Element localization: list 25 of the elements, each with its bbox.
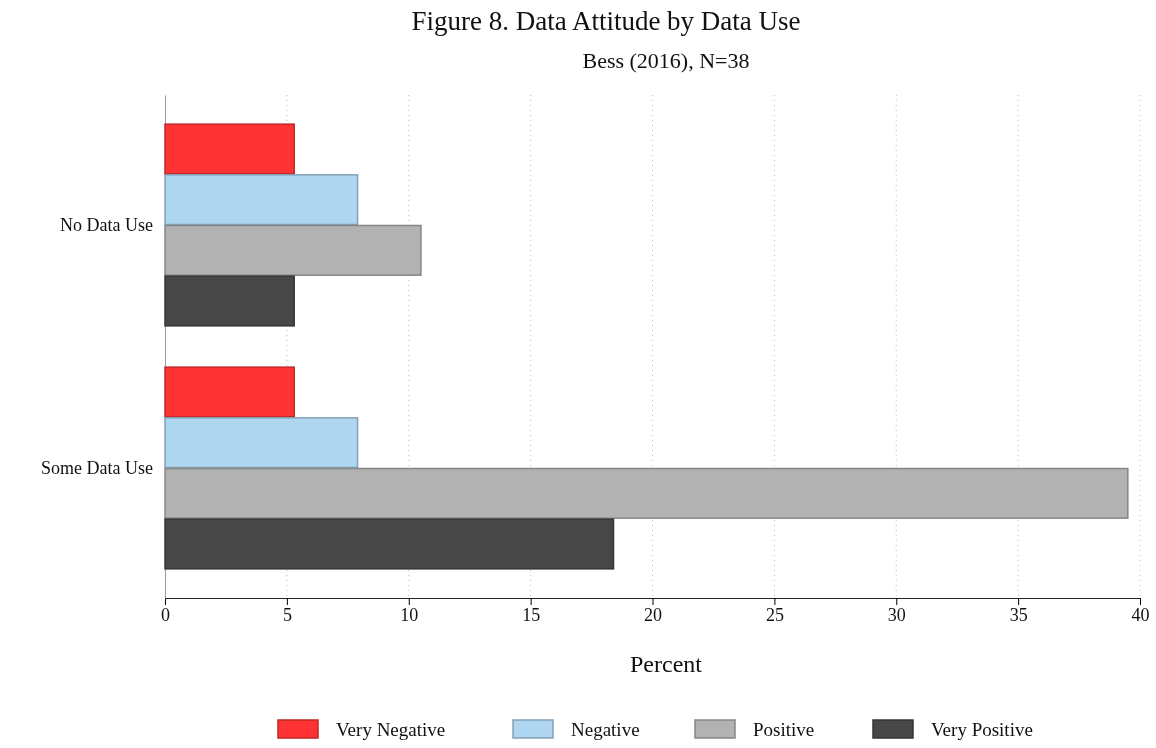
- chart-title: Figure 8. Data Attitude by Data Use: [411, 6, 801, 36]
- x-axis-title: Percent: [630, 651, 703, 677]
- x-tick-label: 25: [765, 604, 784, 625]
- x-tick-label: 40: [1131, 604, 1150, 625]
- legend-label: Very Negative: [336, 719, 446, 740]
- y-tick-label: Some Data Use: [41, 457, 153, 478]
- bar: [164, 417, 359, 469]
- bar: [164, 224, 422, 276]
- x-tick-label: 0: [161, 604, 170, 625]
- x-tick-label: 30: [887, 604, 906, 625]
- bar: [164, 123, 295, 175]
- legend-label: Positive: [753, 719, 815, 740]
- bar: [164, 518, 615, 570]
- x-tick-label: 35: [1009, 604, 1028, 625]
- x-tick-label: 5: [282, 604, 292, 625]
- bar: [164, 275, 295, 327]
- bar: [164, 366, 295, 418]
- legend-label: Negative: [571, 719, 640, 740]
- legend-label: Very Positive: [931, 719, 1033, 740]
- x-tick-label: 15: [522, 604, 541, 625]
- y-tick-label: No Data Use: [60, 214, 153, 235]
- x-tick-label: 10: [400, 604, 419, 625]
- chart-subtitle: Bess (2016), N=38: [582, 48, 750, 73]
- bar: [164, 174, 359, 226]
- x-tick-label: 20: [644, 604, 662, 625]
